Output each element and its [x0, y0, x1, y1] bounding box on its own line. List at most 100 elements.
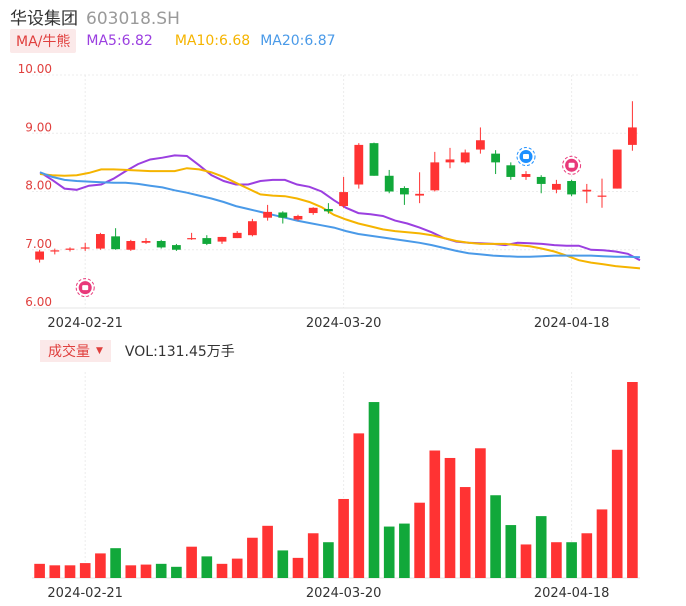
- volume-indicator-dropdown[interactable]: 成交量 ▼: [40, 340, 111, 362]
- candle: [278, 212, 288, 218]
- x-tick-label: 2024-03-20: [306, 316, 382, 331]
- candle: [339, 192, 349, 207]
- candle: [232, 232, 242, 239]
- volume-bar: [627, 382, 638, 578]
- candle: [475, 140, 485, 150]
- candle: [187, 238, 197, 240]
- volume-bar: [171, 566, 182, 578]
- volume-bar: [323, 542, 334, 578]
- volume-bar: [520, 544, 532, 578]
- volume-bar: [110, 548, 121, 578]
- bull-badge-icon: [82, 285, 89, 291]
- volume-bar: [186, 546, 197, 578]
- volume-bar: [262, 525, 273, 578]
- y-tick-label: 10.00: [18, 62, 52, 76]
- ma10-legend: MA10:6.68: [174, 33, 251, 49]
- volume-bar: [505, 525, 517, 578]
- candle: [445, 159, 455, 163]
- candle: [80, 247, 90, 249]
- candle: [217, 236, 227, 242]
- volume-value: VOL:131.45万手: [124, 344, 235, 360]
- volume-bar: [429, 450, 441, 578]
- volume-bar: [566, 542, 577, 578]
- candle: [308, 207, 318, 214]
- volume-indicator-label: 成交量: [48, 344, 90, 360]
- candle: [141, 241, 151, 243]
- x-tick-label: 2024-04-18: [534, 316, 610, 331]
- candle: [399, 188, 409, 195]
- bull-badge-icon: [568, 162, 575, 168]
- candle: [521, 174, 531, 177]
- dropdown-caret-icon: ▼: [96, 346, 103, 356]
- candle: [65, 248, 75, 250]
- blue-badge-icon: [516, 147, 536, 167]
- candle: [323, 208, 333, 212]
- candle: [247, 221, 257, 236]
- blue-badge-icon: [523, 154, 529, 160]
- volume-legend: 成交量 ▼ VOL:131.45万手: [40, 340, 235, 362]
- candle: [460, 152, 470, 163]
- stock-name: 华设集团: [10, 9, 78, 29]
- volume-bar: [414, 502, 425, 578]
- volume-bar: [535, 516, 547, 578]
- stock-header: 华设集团 603018.SH: [10, 4, 180, 29]
- candle: [156, 241, 166, 248]
- y-tick-label: 9.00: [25, 120, 52, 134]
- ma20-legend: MA20:6.87: [260, 33, 336, 49]
- candle: [50, 250, 60, 252]
- volume-bar: [79, 563, 91, 578]
- ma10-line: [39, 167, 641, 270]
- x-tick-label: 2024-04-18: [534, 586, 610, 601]
- volume-bar: [307, 533, 319, 578]
- candle: [35, 251, 45, 260]
- volume-bar: [490, 495, 501, 578]
- ma5-legend: MA5:6.82: [86, 33, 153, 49]
- candle: [612, 149, 622, 189]
- candle: [597, 195, 607, 197]
- candle: [506, 165, 516, 177]
- candle: [202, 238, 212, 244]
- volume-bar: [34, 563, 45, 578]
- candle: [627, 127, 637, 145]
- volume-bar: [95, 553, 106, 578]
- volume-bar: [475, 448, 486, 578]
- volume-bar: [216, 563, 228, 578]
- candle: [126, 241, 136, 250]
- candle: [430, 162, 440, 191]
- volume-bar: [277, 550, 289, 578]
- volume-bar: [596, 509, 608, 578]
- volume-bar: [353, 433, 365, 578]
- candle: [536, 176, 546, 184]
- candle: [567, 181, 577, 195]
- candle: [384, 175, 394, 192]
- candle: [582, 189, 592, 192]
- y-tick-label: 6.00: [25, 295, 52, 309]
- candle: [111, 236, 121, 250]
- candle: [551, 183, 561, 190]
- candle: [354, 144, 364, 185]
- bull-badge-icon: [562, 155, 582, 175]
- volume-bar: [247, 537, 258, 578]
- volume-bar: [611, 449, 623, 578]
- candle: [95, 234, 105, 249]
- volume-bar: [292, 557, 304, 578]
- volume-bar: [399, 523, 410, 578]
- volume-bar: [444, 457, 456, 578]
- y-tick-label: 8.00: [25, 179, 52, 193]
- x-tick-label: 2024-02-21: [47, 586, 123, 601]
- y-tick-label: 7.00: [25, 237, 52, 251]
- volume-bar: [581, 533, 593, 578]
- ma-indicator-tab[interactable]: MA/牛熊: [10, 29, 77, 53]
- volume-bar: [201, 556, 213, 578]
- volume-bar: [155, 563, 167, 578]
- volume-bar: [551, 542, 562, 578]
- ma20-line: [39, 171, 641, 259]
- candle: [171, 245, 181, 250]
- candle: [415, 193, 425, 196]
- volume-bar: [338, 498, 349, 578]
- candle: [491, 153, 501, 163]
- volume-bar: [383, 526, 395, 578]
- candle: [293, 215, 303, 220]
- volume-bar: [140, 564, 152, 578]
